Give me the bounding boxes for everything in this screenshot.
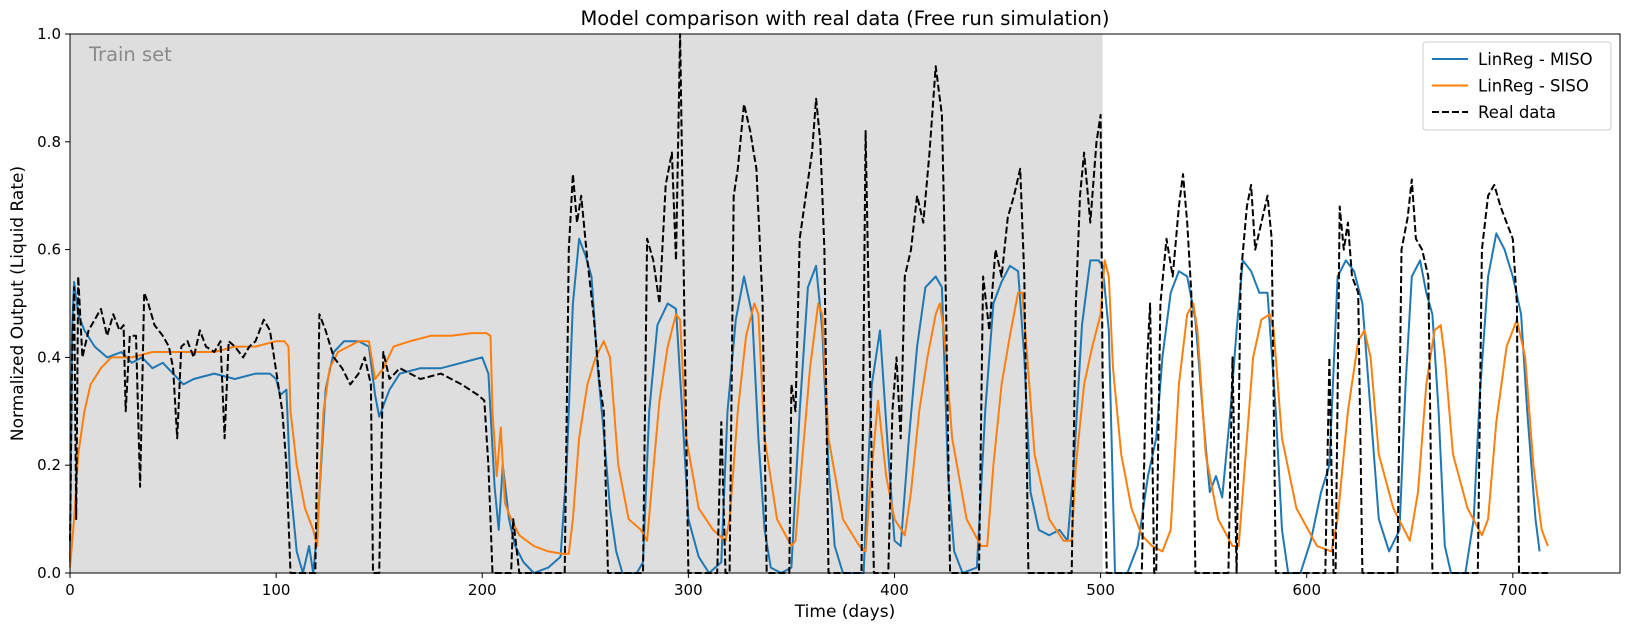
plot-area: Train set xyxy=(69,33,1621,574)
legend-label-2: Real data xyxy=(1478,103,1556,122)
chart-title: Model comparison with real data (Free ru… xyxy=(580,7,1109,30)
series-line-1 xyxy=(69,259,1549,568)
x-tick-label: 700 xyxy=(1498,581,1527,599)
x-tick-label: 0 xyxy=(65,581,75,599)
x-tick-label: 400 xyxy=(880,581,909,599)
y-tick-label: 0.0 xyxy=(37,564,61,582)
x-tick-label: 100 xyxy=(262,581,291,599)
series-line-2 xyxy=(69,33,1548,574)
x-tick-label: 600 xyxy=(1292,581,1321,599)
x-axis-title: Time (days) xyxy=(794,602,895,622)
y-axis-title: Normalized Output (Liquid Rate) xyxy=(8,166,28,441)
x-tick-label: 300 xyxy=(674,581,703,599)
legend: LinReg - MISO LinReg - SISO Real data xyxy=(1422,41,1612,131)
y-tick-label: 0.4 xyxy=(37,348,61,366)
y-axis: 0.0 0.2 0.4 0.6 0.8 1.0 xyxy=(37,25,70,582)
y-tick-label: 0.8 xyxy=(37,133,61,151)
legend-frame xyxy=(1422,41,1612,131)
plot-frame xyxy=(69,33,1621,574)
series-line-0 xyxy=(69,232,1541,574)
train-set-label: Train set xyxy=(88,43,172,66)
legend-label-0: LinReg - MISO xyxy=(1478,50,1593,69)
legend-label-1: LinReg - SISO xyxy=(1478,77,1589,96)
y-tick-label: 1.0 xyxy=(37,25,61,43)
y-tick-label: 0.6 xyxy=(37,241,61,259)
x-tick-label: 200 xyxy=(468,581,497,599)
y-tick-label: 0.2 xyxy=(37,456,61,474)
x-axis: 0 100 200 300 400 500 600 700 xyxy=(65,573,1527,599)
x-tick-label: 500 xyxy=(1086,581,1115,599)
series-group xyxy=(69,33,1549,574)
train-set-region xyxy=(70,34,1103,573)
